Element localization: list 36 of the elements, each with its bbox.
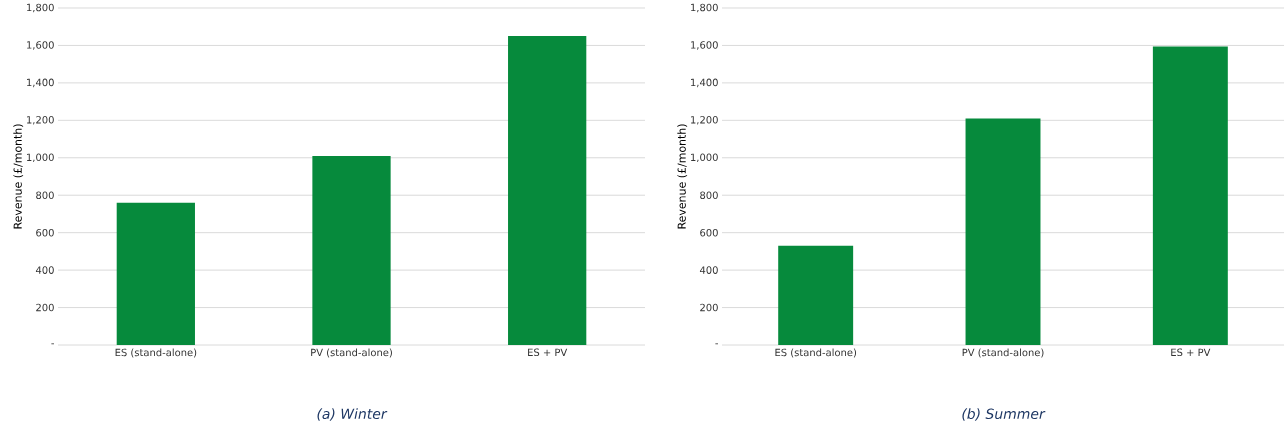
y-tick-label: 1,800 (691, 3, 718, 13)
y-tick-label: 600 (700, 228, 718, 237)
y-tick-label: 400 (35, 266, 54, 274)
y-tick-label: 200 (700, 303, 718, 312)
y-axis-title: Revenue (£/month) (677, 124, 688, 229)
y-tick-label: - (51, 343, 54, 345)
y-tick-label: 1,600 (27, 41, 54, 50)
y-tick-label: 1,000 (27, 153, 54, 163)
bar (508, 36, 587, 345)
bar (965, 118, 1041, 345)
y-tick-label: 1,800 (27, 3, 54, 13)
y-tick-label: 1,000 (691, 153, 718, 163)
bar (778, 245, 854, 345)
x-tick-label: PV (stand-alone) (311, 348, 392, 358)
y-tick-label: 800 (36, 191, 54, 199)
y-tick-label: 1,200 (27, 116, 54, 125)
bar (312, 155, 391, 345)
y-axis-title: Revenue (£/month) (13, 124, 24, 229)
y-tick-label: 1,400 (27, 78, 54, 88)
y-tick-label: 200 (36, 303, 54, 312)
y-tick-label: 600 (36, 228, 54, 237)
bar (116, 202, 195, 345)
x-tick-label: ES (stand-alone) (775, 348, 857, 358)
bar (1152, 46, 1228, 345)
y-tick-label: 400 (699, 266, 718, 274)
text: (b) Summer (962, 408, 1046, 421)
y-tick-label: - (715, 343, 718, 345)
y-tick-label: 800 (700, 191, 718, 199)
y-tick-label: 1,600 (691, 41, 718, 50)
text: (a) Winter (317, 408, 388, 421)
x-tick-label: ES (stand-alone) (115, 348, 197, 358)
y-tick-label: 1,200 (691, 116, 718, 125)
y-tick-label: 1,400 (691, 78, 718, 88)
x-tick-label: PV (stand-alone) (962, 348, 1044, 358)
x-tick-label: ES + PV (528, 348, 568, 357)
x-tick-label: ES + PV (1171, 348, 1211, 357)
